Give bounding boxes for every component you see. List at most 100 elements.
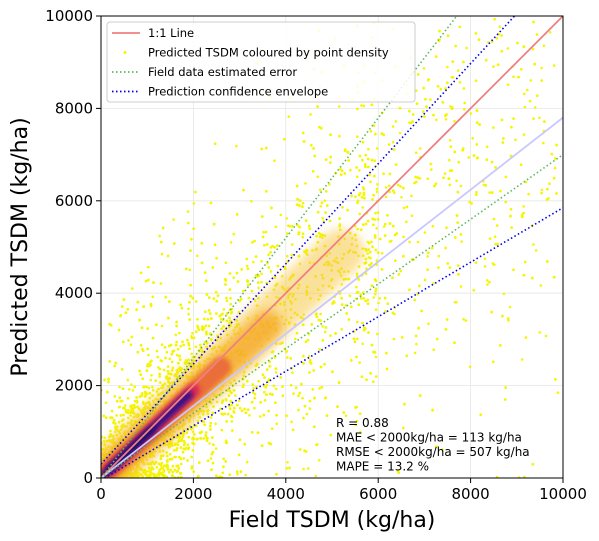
scatter-point — [246, 280, 249, 284]
scatter-point — [366, 252, 370, 255]
scatter-point — [270, 427, 274, 431]
scatter-point — [321, 325, 325, 328]
scatter-point — [269, 270, 273, 273]
scatter-point — [372, 193, 376, 197]
scatter-point — [253, 392, 257, 396]
scatter-point — [450, 169, 454, 172]
scatter-point — [437, 266, 440, 269]
scatter-point — [342, 411, 346, 414]
scatter-point — [467, 156, 471, 159]
scatter-point — [512, 117, 515, 120]
scatter-point — [178, 366, 182, 369]
scatter-point — [460, 240, 464, 243]
scatter-point — [323, 199, 327, 203]
scatter-point — [200, 261, 204, 265]
scatter-point — [210, 452, 214, 456]
scatter-point — [199, 343, 202, 347]
scatter-point — [286, 232, 289, 235]
scatter-point — [554, 378, 557, 381]
scatter-point — [484, 58, 488, 62]
scatter-point — [187, 312, 190, 316]
scatter-point — [356, 320, 359, 324]
scatter-point — [176, 347, 180, 351]
scatter-point — [369, 256, 372, 260]
scatter-point — [308, 224, 311, 228]
scatter-point — [493, 17, 497, 21]
scatter-point — [445, 318, 449, 321]
scatter-point — [392, 189, 395, 192]
scatter-point — [208, 296, 211, 299]
scatter-point — [131, 389, 135, 392]
scatter-point — [168, 357, 171, 361]
scatter-point — [383, 222, 387, 226]
scatter-point — [324, 326, 328, 329]
scatter-point — [274, 387, 278, 391]
scatter-point — [394, 163, 398, 166]
scatter-point — [264, 385, 268, 389]
scatter-point — [181, 340, 184, 344]
scatter-point — [225, 319, 229, 323]
scatter-point — [429, 162, 433, 166]
scatter-point — [317, 231, 321, 235]
scatter-point — [192, 202, 196, 205]
scatter-point — [175, 353, 179, 357]
scatter-point — [426, 255, 430, 258]
scatter-point — [148, 396, 152, 400]
scatter-point — [182, 443, 186, 447]
scatter-point — [413, 181, 416, 185]
scatter-point — [385, 351, 388, 355]
scatter-point — [103, 436, 106, 440]
scatter-point — [363, 163, 367, 166]
scatter-point — [274, 367, 278, 371]
scatter-point — [173, 443, 177, 447]
scatter-point — [444, 328, 448, 331]
scatter-point — [259, 415, 262, 418]
scatter-point — [355, 285, 358, 289]
scatter-point — [228, 473, 232, 477]
scatter-point — [263, 244, 266, 247]
scatter-point — [215, 474, 218, 478]
scatter-point — [275, 422, 279, 426]
scatter-point — [138, 395, 142, 398]
scatter-point — [316, 443, 319, 446]
scatter-point — [320, 201, 324, 205]
scatter-point — [136, 300, 140, 304]
scatter-point — [146, 327, 149, 330]
scatter-point — [154, 379, 157, 383]
scatter-point — [355, 175, 359, 179]
scatter-point — [220, 327, 223, 331]
scatter-point — [159, 381, 162, 384]
scatter-point — [418, 147, 422, 150]
scatter-point — [235, 144, 238, 148]
scatter-point — [186, 210, 190, 213]
scatter-point — [496, 242, 499, 246]
scatter-point — [371, 217, 374, 221]
scatter-point — [362, 328, 366, 332]
scatter-point — [221, 413, 225, 416]
scatter-point — [344, 304, 348, 307]
scatter-point — [522, 205, 525, 208]
scatter-point — [382, 172, 385, 176]
scatter-point — [550, 152, 554, 156]
scatter-point — [446, 65, 449, 69]
scatter-point — [331, 302, 334, 305]
scatter-point — [408, 288, 411, 292]
scatter-point — [453, 119, 456, 123]
scatter-point — [229, 400, 233, 403]
scatter-point — [355, 419, 359, 423]
scatter-point — [286, 254, 289, 258]
scatter-point — [229, 296, 232, 300]
scatter-point — [372, 223, 375, 227]
scatter-point — [367, 147, 370, 151]
scatter-point — [506, 47, 510, 50]
scatter-point — [308, 371, 311, 374]
scatter-point — [373, 351, 377, 354]
scatter-point — [243, 407, 246, 411]
scatter-point — [311, 388, 315, 391]
scatter-point — [366, 302, 370, 306]
scatter-point — [369, 250, 372, 254]
scatter-point — [436, 85, 440, 88]
scatter-point — [447, 177, 451, 180]
scatter-point — [435, 337, 439, 341]
scatter-point — [523, 260, 527, 264]
